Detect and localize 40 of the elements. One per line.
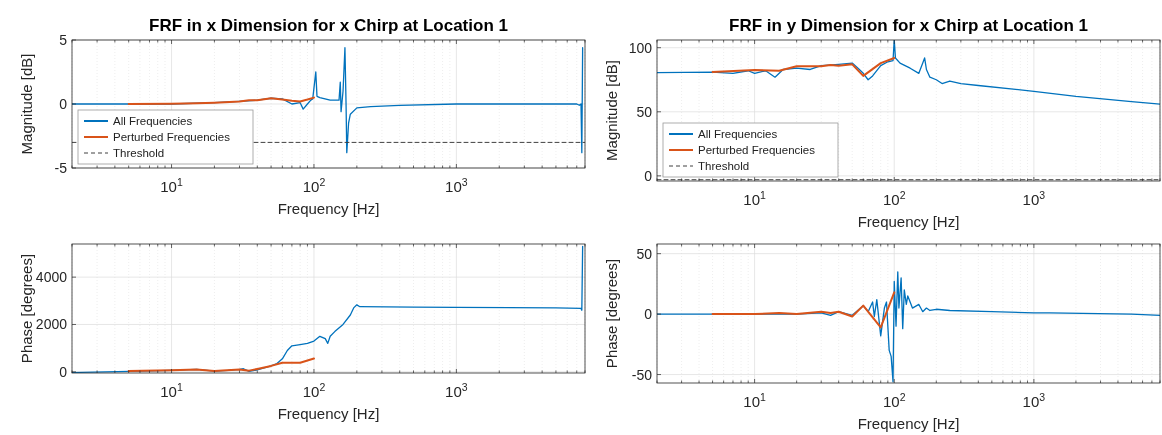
y-tick-label: -50 [631,366,653,383]
x-tick-label: 10$^{1}$ [160,381,183,400]
y-tick-label: 0 [59,96,68,112]
y-tick-label: 4000 [35,269,68,286]
x-tick-label: 10$^{3}$ [1022,189,1046,208]
x-axis-title: Frequency [Hz] [857,213,960,230]
x-tick-label: 10$^{1}$ [160,176,183,195]
y-tick-label: 50 [636,103,653,120]
y-tick-label: 0 [644,167,653,184]
x-tick-label: 10$^{2}$ [302,381,326,400]
y-axis-title: Magnitude [dB] [18,53,35,155]
x-tick-label: 10$^{2}$ [882,189,906,208]
x-tick-label: 10$^{3}$ [445,176,468,195]
legend-label: All Frequencies [113,115,193,127]
y-axis-title: Phase [degrees] [603,258,620,369]
y-tick-label: 2000 [35,316,68,333]
x-tick-label: 10$^{2}$ [302,176,326,195]
y-tick-label: 50 [636,245,653,262]
y-tick-label: 0 [644,306,653,323]
x-tick-label: 10$^{1}$ [743,391,767,410]
legend-label: Threshold [698,160,750,172]
y-axis-title: Phase [degrees] [18,253,35,364]
y-axis-title: Magnitude [dB] [603,60,620,161]
x-axis-title: Frequency [Hz] [277,200,380,217]
legend-label: Perturbed Frequencies [113,131,231,143]
x-tick-label: 10$^{2}$ [882,391,906,410]
legend-label: Perturbed Frequencies [698,144,816,156]
x-axis-title: Frequency [Hz] [277,405,380,422]
legend-label: All Frequencies [698,128,778,140]
legend-label: Threshold [113,147,165,159]
x-axis-title: Frequency [Hz] [857,415,960,432]
y-tick-label: 100 [628,39,653,56]
y-tick-label: 5 [59,32,68,48]
y-tick-label: 0 [59,363,68,380]
chart-title: FRF in y Dimension for x Chirp at Location 1 [729,16,1088,35]
x-tick-label: 10$^{3}$ [445,381,468,400]
x-tick-label: 10$^{1}$ [743,189,767,208]
chart-title: FRF in x Dimension for x Chirp at Location 1 [149,16,508,35]
y-tick-label: -5 [54,160,68,176]
x-tick-label: 10$^{3}$ [1022,391,1046,410]
